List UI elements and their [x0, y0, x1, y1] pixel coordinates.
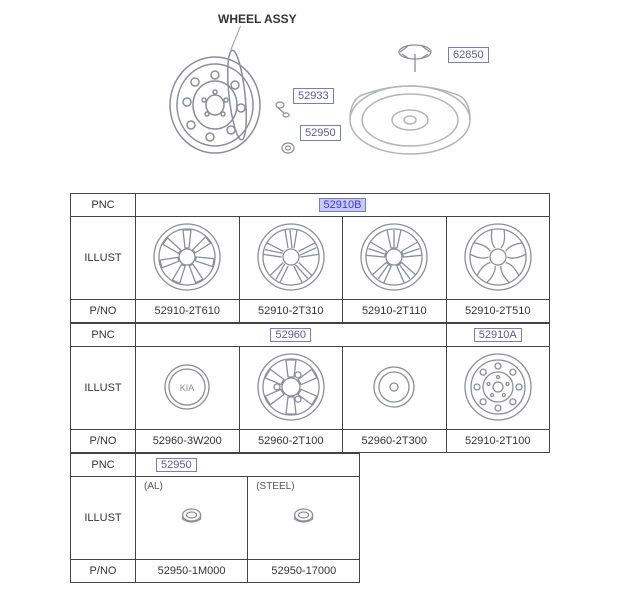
- exploded-diagram: WHEEL ASSY: [10, 10, 610, 185]
- pno-cell: 52910-2T110: [343, 300, 447, 323]
- hdr-pno: P/NO: [71, 560, 136, 583]
- illust-cell: (AL): [136, 477, 248, 560]
- illust-cell: (STEEL): [248, 477, 360, 560]
- pnc-code-52910b[interactable]: 52910B: [319, 198, 367, 212]
- assy-title: WHEEL ASSY: [218, 12, 297, 26]
- pnc-cell: 52950: [136, 454, 360, 477]
- pno-cell: 52950-1M000: [136, 560, 248, 583]
- center-cap-icon-1: KIA: [151, 351, 223, 423]
- pnc-code-52960[interactable]: 52960: [270, 328, 311, 342]
- pno-cell: 52910-2T310: [239, 300, 343, 323]
- steel-wheel-drawing: [165, 40, 285, 160]
- alloy-wheel-icon-1: [151, 221, 223, 293]
- pnc-cell: 52910B: [136, 194, 550, 217]
- illust-cell: [446, 217, 550, 300]
- pno-cell: 52960-2T100: [239, 430, 343, 453]
- svg-text:KIA: KIA: [180, 383, 195, 393]
- illust-cell: [343, 347, 447, 430]
- center-cap-icon-2: [358, 351, 430, 423]
- parts-table-3: PNC 52950 ILLUST (AL): [70, 453, 360, 583]
- pno-cell: 52910-2T510: [446, 300, 550, 323]
- wheel-cover-icon: [255, 351, 327, 423]
- pnc-code-52910a[interactable]: 52910A: [474, 328, 522, 342]
- illust-cell: [343, 217, 447, 300]
- callout-52933[interactable]: 52933: [293, 88, 334, 104]
- illust-cell: [446, 347, 550, 430]
- nut-icon: [278, 138, 300, 160]
- parts-table-area: PNC 52910B ILLUST: [70, 193, 550, 583]
- illust-cell: [239, 217, 343, 300]
- steel-wheel-icon: [462, 351, 534, 423]
- material-label-steel: (STEEL): [256, 481, 294, 492]
- illust-cell: [136, 217, 240, 300]
- hdr-illust: ILLUST: [71, 477, 136, 560]
- hdr-illust: ILLUST: [71, 347, 136, 430]
- illust-cell: [239, 347, 343, 430]
- hdr-illust: ILLUST: [71, 217, 136, 300]
- pno-cell: 52960-2T300: [343, 430, 447, 453]
- alloy-wheel-icon-4: [462, 221, 534, 293]
- hdr-pnc: PNC: [71, 454, 136, 477]
- pnc-code-52950[interactable]: 52950: [156, 458, 197, 472]
- hdr-pno: P/NO: [71, 300, 136, 323]
- pno-cell: 52910-2T610: [136, 300, 240, 323]
- pnc-cell: 52960: [136, 324, 447, 347]
- illust-cell: KIA: [136, 347, 240, 430]
- callout-62850[interactable]: 62850: [448, 47, 489, 63]
- hdr-pnc: PNC: [71, 194, 136, 217]
- pno-cell: 52910-2T100: [446, 430, 550, 453]
- pno-cell: 52960-3W200: [136, 430, 240, 453]
- alloy-wheel-icon-3: [358, 221, 430, 293]
- parts-table-2: PNC 52960 52910A ILLUST KIA: [70, 323, 550, 453]
- parts-table-1: PNC 52910B ILLUST: [70, 193, 550, 323]
- callout-52950[interactable]: 52950: [300, 125, 341, 141]
- hdr-pno: P/NO: [71, 430, 136, 453]
- alloy-wheel-icon-2: [255, 221, 327, 293]
- material-label-al: (AL): [144, 481, 163, 492]
- hub-cap-icon: [390, 40, 440, 80]
- pno-cell: 52950-17000: [248, 560, 360, 583]
- hdr-pnc: PNC: [71, 324, 136, 347]
- pnc-cell: 52910A: [446, 324, 550, 347]
